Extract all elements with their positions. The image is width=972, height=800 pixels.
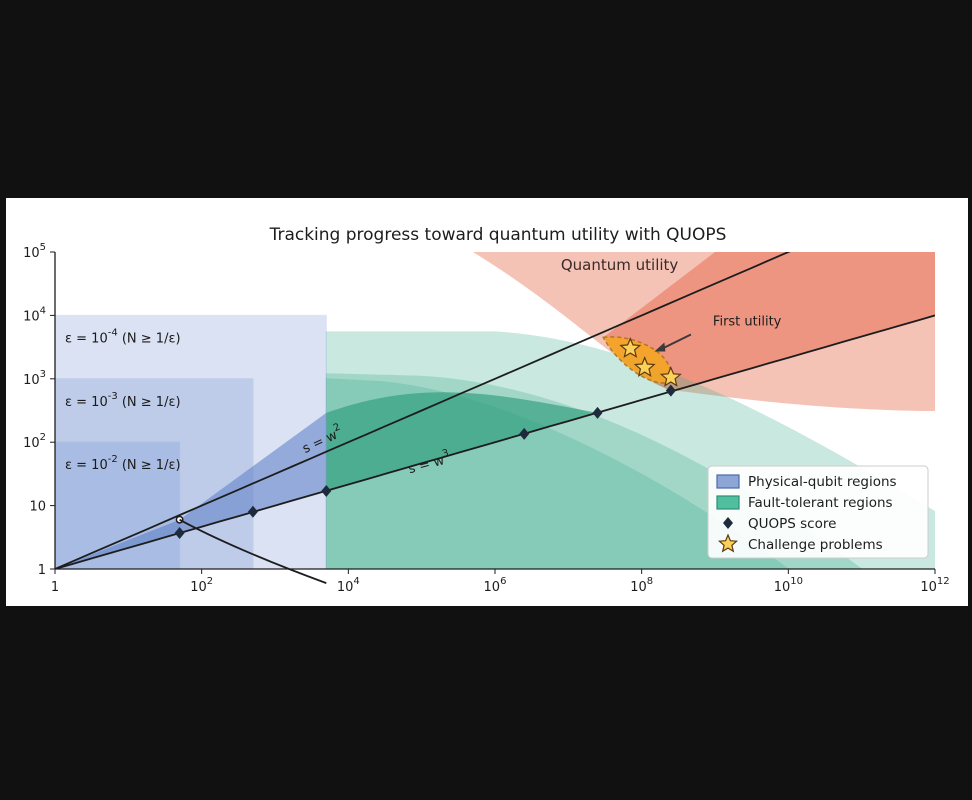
- physical-wedge: [55, 412, 327, 569]
- y-tick-label-5: 104: [23, 305, 46, 324]
- quantum-utility-label: Quantum utility: [561, 256, 679, 274]
- fault-tolerant-wedge: [326, 392, 598, 491]
- y-tick-label-2: 10: [29, 500, 46, 515]
- physical-region-label-2: ε = 10-3 (N ≥ 1/ε): [65, 391, 181, 410]
- y-tick-label-6: 105: [23, 242, 46, 261]
- challenge-star-3: [659, 365, 682, 387]
- challenge-star-1: [619, 337, 642, 358]
- legend-swatch-2: [716, 495, 740, 510]
- quantum-utility-core: [603, 252, 935, 391]
- y-tick-label-1: 1: [38, 563, 46, 578]
- quops-chart: ε = 10-2 (N ≥ 1/ε) ε = 10-3 (N ≥ 1/ε) ε = …: [23, 225, 950, 595]
- challenge-star-2: [633, 356, 656, 377]
- legend-label-2: Fault-tolerant regions: [748, 495, 893, 511]
- legend-label-4: Challenge problems: [748, 537, 883, 553]
- plot-area: ε = 10-2 (N ≥ 1/ε) ε = 10-3 (N ≥ 1/ε) ε = …: [55, 252, 935, 569]
- quops-score-point-1: [174, 526, 185, 539]
- first-utility-arrow: [659, 333, 692, 351]
- legend-label-1: Physical-qubit regions: [748, 474, 897, 490]
- legend-swatch-1: [716, 474, 740, 489]
- first-utility-arrowhead: [654, 342, 666, 352]
- y-tick-label-4: 103: [23, 369, 46, 388]
- chart-title: Tracking progress toward quantum utility…: [269, 225, 727, 245]
- decay-curve: [179, 518, 327, 584]
- curve-s-w2: [55, 252, 791, 569]
- quops-score-point-4: [519, 427, 530, 440]
- first-utility-label: First utility: [713, 315, 782, 330]
- x-tick-label-5: 108: [630, 576, 653, 595]
- x-tick-label-1: 1: [51, 580, 59, 595]
- quops-score-point-6: [665, 384, 676, 397]
- x-tick-label-7: 1012: [920, 576, 949, 595]
- x-tick-label-2: 102: [190, 576, 213, 595]
- quops-score-point-2: [247, 505, 258, 518]
- x-tick-label-3: 104: [337, 576, 360, 595]
- curve-s-w3: [55, 314, 935, 569]
- y-tick-label-3: 102: [23, 432, 46, 451]
- x-tick-label-4: 106: [484, 576, 507, 595]
- legend-box: [707, 465, 929, 559]
- chart-panel: ε = 10-2 (N ≥ 1/ε) ε = 10-3 (N ≥ 1/ε) ε = …: [6, 198, 968, 606]
- legend-label-3: QUOPS score: [748, 516, 836, 532]
- quops-score-point-5: [592, 406, 603, 419]
- quops-score-point-3: [321, 484, 332, 497]
- legend-marker-diamond: [723, 517, 733, 529]
- legend: Physical-qubit regions Fault-tolerant reg…: [707, 465, 929, 559]
- physical-region-label-3: ε = 10-4 (N ≥ 1/ε): [65, 327, 181, 346]
- x-tick-label-6: 1010: [774, 576, 803, 595]
- legend-marker-star: [717, 533, 739, 553]
- physical-region-label-1: ε = 10-2 (N ≥ 1/ε): [65, 454, 181, 473]
